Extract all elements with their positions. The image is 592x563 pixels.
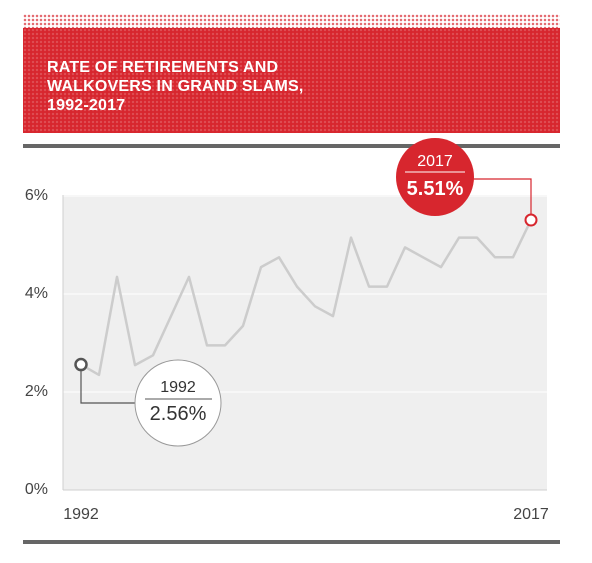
callout-bubble-2017: [396, 138, 474, 216]
x-tick-2017: 2017: [513, 506, 549, 523]
callout-value-1992: 2.56%: [150, 403, 207, 425]
callout-year-2017: 2017: [417, 153, 453, 170]
top-rule: [23, 144, 560, 148]
y-tick-0: 0%: [25, 481, 48, 498]
y-tick-2: 2%: [25, 383, 48, 400]
start-point-marker: [74, 357, 88, 372]
series-line: [80, 219, 533, 377]
end-point-marker: [524, 213, 538, 227]
callout-year-1992: 1992: [160, 379, 196, 396]
x-tick-1992: 1992: [63, 506, 99, 523]
chart-title: RATE OF RETIREMENTS AND WALKOVERS IN GRA…: [47, 59, 304, 114]
header-dot-band: [23, 14, 560, 30]
bottom-rule: [23, 540, 560, 544]
y-tick-labels: 0% 2% 4% 6%: [25, 187, 48, 498]
leader-line-1992: [80, 364, 136, 404]
y-tick-4: 4%: [25, 285, 48, 302]
callout-bubble-1992: [134, 359, 222, 447]
y-tick-6: 6%: [25, 187, 48, 204]
plot-area: [63, 195, 547, 490]
callout-value-2017: 5.51%: [407, 178, 464, 200]
title-banner: RATE OF RETIREMENTS AND WALKOVERS IN GRA…: [23, 28, 560, 133]
leader-line-2017: [473, 178, 532, 218]
